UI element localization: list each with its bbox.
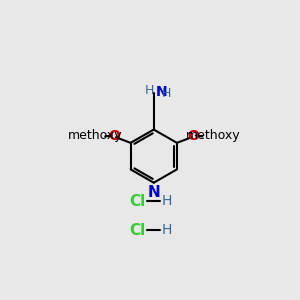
Text: H: H (162, 223, 172, 237)
Text: H: H (162, 194, 172, 208)
Text: O: O (188, 129, 200, 143)
Text: O: O (108, 129, 120, 143)
Text: N: N (156, 85, 168, 99)
Text: methoxy: methoxy (185, 129, 240, 142)
Text: Cl: Cl (129, 223, 146, 238)
Text: H: H (162, 87, 171, 100)
Text: N: N (147, 184, 160, 200)
Text: Cl: Cl (129, 194, 146, 209)
Text: H: H (145, 84, 154, 97)
Text: methoxy: methoxy (68, 129, 122, 142)
